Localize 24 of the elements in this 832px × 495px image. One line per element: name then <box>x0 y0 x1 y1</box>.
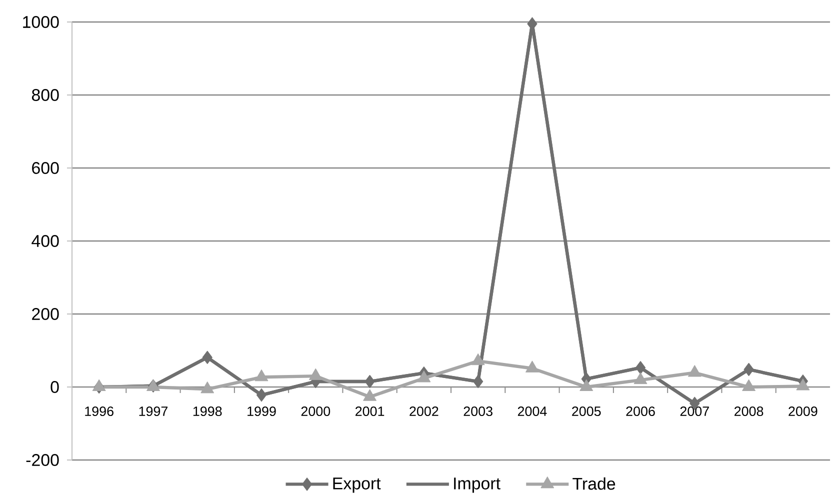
y-tick-label: 200 <box>32 308 59 320</box>
x-tick-label: 2003 <box>464 406 492 416</box>
legend-label: Export <box>333 478 381 493</box>
x-tick-label: 2006 <box>626 406 655 416</box>
x-tick-label: 2004 <box>518 406 547 416</box>
y-tick-label: 800 <box>32 89 59 101</box>
x-tick-label: 2001 <box>356 406 384 416</box>
x-tick-label: 2002 <box>410 406 438 416</box>
y-tick-label: 600 <box>32 162 59 174</box>
y-tick-label: -200 <box>26 454 59 466</box>
x-tick-label: 1998 <box>193 406 222 416</box>
x-tick-label: 1996 <box>85 406 114 416</box>
legend-label: Import <box>454 478 500 493</box>
y-tick-label: 1000 <box>23 16 59 28</box>
x-tick-label: 2009 <box>788 406 818 416</box>
x-tick-label: 2007 <box>680 406 709 416</box>
x-tick-label: 2005 <box>572 406 601 416</box>
y-tick-label: 0 <box>50 381 59 393</box>
x-tick-label: 2000 <box>301 406 330 416</box>
y-tick-label: 400 <box>32 235 59 247</box>
x-tick-label: 1999 <box>248 406 276 416</box>
x-tick-label: 2008 <box>734 406 764 416</box>
x-tick-label: 1997 <box>139 406 168 416</box>
legend-label: Trade <box>572 477 616 490</box>
